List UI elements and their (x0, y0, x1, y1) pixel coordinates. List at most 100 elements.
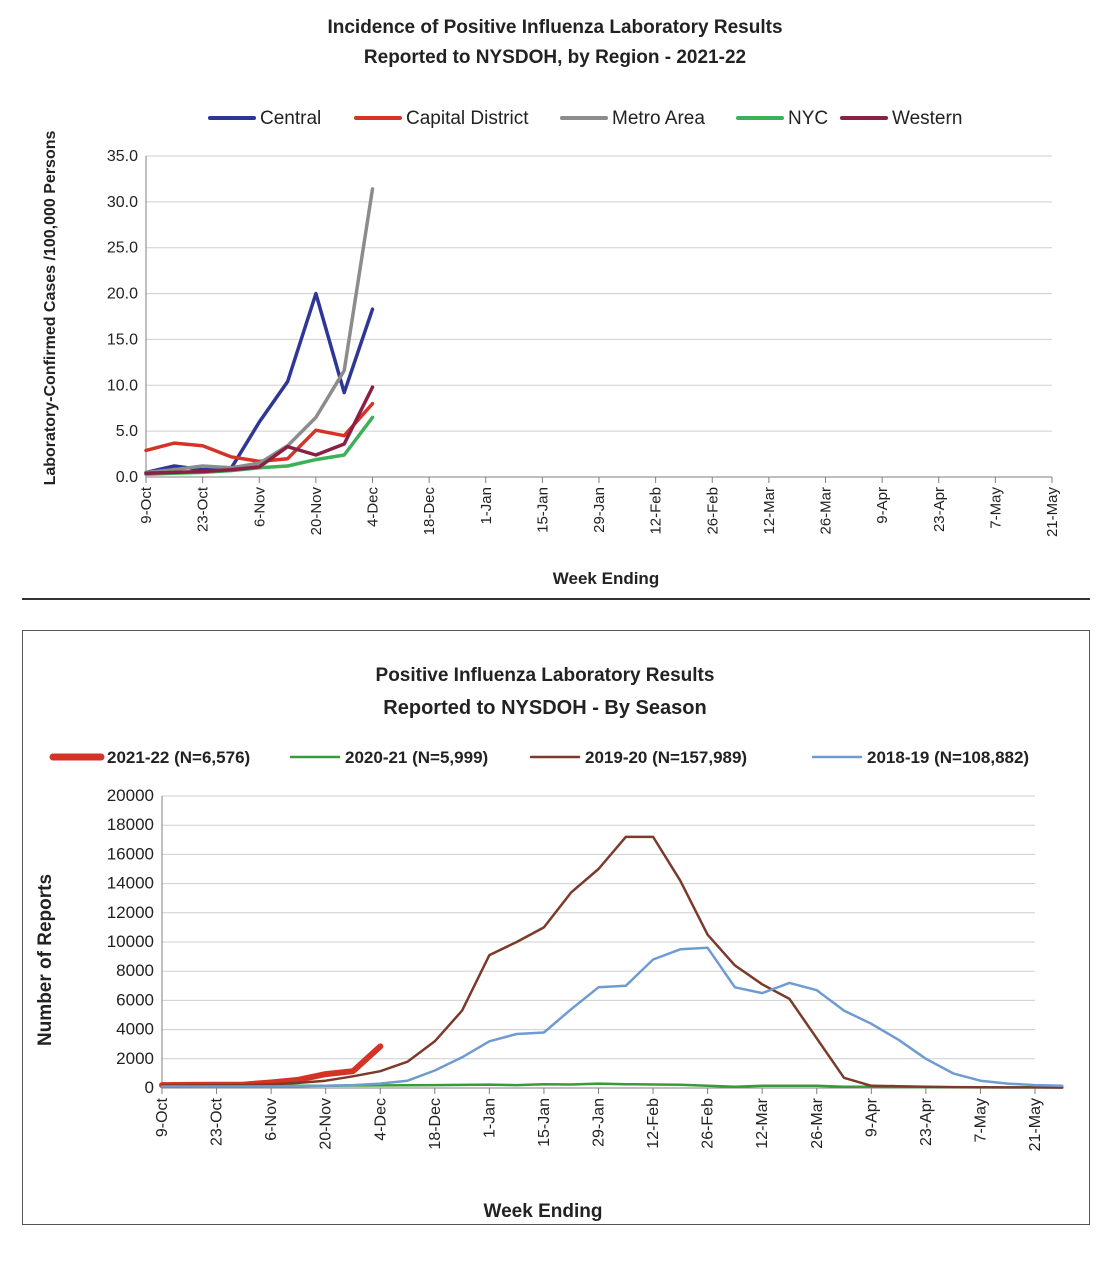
legend-item-western: Western (840, 108, 962, 129)
chart2-subtitle: Reported to NYSDOH - By Season (383, 697, 706, 719)
x-tick-label: 26-Mar (809, 1097, 826, 1148)
y-tick-label: 14000 (107, 874, 154, 893)
x-tick-label: 26-Mar (818, 487, 835, 535)
y-tick-label: 4000 (116, 1020, 154, 1039)
x-tick-label: 23-Oct (195, 486, 212, 532)
legend-label: 2021-22 (N=6,576) (107, 748, 250, 767)
y-tick-label: 0.0 (116, 469, 138, 486)
y-tick-label: 20.0 (107, 286, 138, 303)
legend-item-2018-19-n-108-882: 2018-19 (N=108,882) (811, 748, 1029, 767)
legend-item-2021-22-n-6-576: 2021-22 (N=6,576) (49, 748, 250, 767)
series-line-capital-district (144, 401, 375, 464)
y-tick-label: 10.0 (107, 377, 138, 394)
x-tick-label: 7-May (972, 1098, 989, 1142)
x-tick-label: 20-Nov (308, 487, 325, 536)
x-tick-label: 23-Apr (918, 1097, 935, 1146)
x-tick-label: 7-May (987, 487, 1004, 529)
legend-label: 2019-20 (N=157,989) (585, 748, 747, 767)
x-tick-label: 29-Jan (591, 487, 608, 533)
x-tick-label: 20-Nov (318, 1098, 335, 1150)
chart2-gridlines (162, 795, 1035, 1060)
chart1-subtitle: Reported to NYSDOH, by Region - 2021-22 (364, 47, 746, 68)
y-tick-label: 10000 (107, 932, 154, 951)
x-tick-label: 9-Apr (874, 487, 891, 524)
series-line-2019-20-n-157-989 (160, 835, 1064, 1089)
chart1-series (144, 187, 375, 476)
series-line-metro-area (144, 187, 375, 475)
chart2-y-axis-label: Number of Reports (35, 874, 56, 1046)
chart2-legend: 2021-22 (N=6,576) 2020-21 (N=5,999) 2019-2… (49, 748, 1029, 767)
legend-label: 2020-21 (N=5,999) (345, 748, 488, 767)
x-tick-label: 15-Jan (534, 487, 551, 533)
chart2-y-ticks: 0 2000 4000 6000 8000 10000 12000 14000 16000 180… (107, 786, 154, 1097)
y-tick-label: 18000 (107, 815, 154, 834)
x-tick-label: 12-Feb (648, 487, 665, 535)
x-tick-label: 29-Jan (591, 1098, 608, 1147)
x-tick-label: 21-May (1044, 487, 1061, 538)
chart2-title: Positive Influenza Laboratory Results (376, 665, 715, 686)
legend-label: Western (892, 108, 962, 129)
x-tick-label: 1-Jan (481, 1098, 498, 1138)
y-tick-label: 20000 (107, 786, 154, 805)
x-tick-label: 23-Oct (209, 1097, 226, 1146)
x-tick-label: 1-Jan (478, 487, 495, 525)
x-tick-label: 12-Mar (754, 1097, 771, 1148)
chart2-x-ticks: 9-Oct 23-Oct 6-Nov 20-Nov 4-Dec 18-Dec 1-Jan 15… (154, 1097, 1044, 1151)
series-line-2021-22-n-6-576 (159, 1043, 384, 1089)
chart-season-comparison: 0 2000 4000 6000 8000 10000 12000 14000 16000 180… (22, 630, 1090, 1225)
x-tick-label: 4-Dec (372, 1098, 389, 1141)
x-tick-label: 4-Dec (365, 487, 382, 528)
chart2-svg: 0 2000 4000 6000 8000 10000 12000 14000 16000 180… (35, 665, 1064, 1222)
chart1-y-ticks: 0.0 5.0 10.0 15.0 20.0 25.0 30.0 35.0 (107, 148, 138, 486)
x-tick-label: 18-Dec (427, 1098, 444, 1150)
y-tick-label: 6000 (116, 990, 154, 1009)
x-tick-label: 9-Oct (138, 486, 155, 524)
x-tick-label: 12-Feb (645, 1098, 662, 1149)
chart1-svg: 0.0 5.0 10.0 15.0 20.0 25.0 30.0 35.0 9-Oct 23-O… (42, 17, 1061, 588)
chart-regional-incidence: 0.0 5.0 10.0 15.0 20.0 25.0 30.0 35.0 9-Oct 23-O… (0, 0, 1116, 600)
y-tick-label: 2000 (116, 1049, 154, 1068)
chart1-axes (145, 156, 1053, 483)
x-tick-label: 26-Feb (700, 1098, 717, 1149)
x-tick-label: 6-Nov (263, 1098, 280, 1141)
legend-label: NYC (788, 108, 828, 129)
x-tick-label: 18-Dec (421, 487, 438, 536)
x-tick-label: 6-Nov (251, 487, 268, 528)
y-tick-label: 30.0 (107, 194, 138, 211)
legend-item-2019-20-n-157-989: 2019-20 (N=157,989) (529, 748, 747, 767)
y-tick-label: 0 (145, 1078, 154, 1097)
x-tick-label: 21-May (1027, 1098, 1044, 1151)
legend-label: Metro Area (612, 108, 705, 129)
x-tick-label: 9-Oct (154, 1097, 171, 1137)
x-tick-label: 12-Mar (761, 487, 778, 535)
y-tick-label: 25.0 (107, 240, 138, 257)
legend-label: Capital District (406, 108, 529, 129)
chart2-axes (161, 796, 1036, 1094)
y-tick-label: 35.0 (107, 148, 138, 165)
legend-label: 2018-19 (N=108,882) (867, 748, 1029, 767)
y-tick-label: 8000 (116, 961, 154, 980)
y-tick-label: 12000 (107, 903, 154, 922)
legend-item-2020-21-n-5-999: 2020-21 (N=5,999) (289, 748, 488, 767)
legend-item-metro-area: Metro Area (560, 108, 705, 129)
y-tick-label: 5.0 (116, 423, 138, 440)
chart1-title: Incidence of Positive Influenza Laborato… (327, 17, 782, 38)
legend-label: Central (260, 108, 321, 129)
y-tick-label: 16000 (107, 844, 154, 863)
chart1-gridlines (146, 155, 1052, 432)
series-line-2018-19-n-108-882 (160, 946, 1064, 1088)
legend-item-capital-district: Capital District (354, 108, 529, 129)
x-tick-label: 15-Jan (536, 1098, 553, 1147)
chart1-legend: Central Capital District Metro Area NYC West… (208, 108, 962, 129)
chart2-series (159, 835, 1064, 1089)
chart1-x-axis-label: Week Ending (553, 569, 659, 588)
x-tick-label: 26-Feb (704, 487, 721, 535)
chart2-x-axis-label: Week Ending (484, 1201, 603, 1222)
chart1-x-ticks: 9-Oct 23-Oct 6-Nov 20-Nov 4-Dec 18-Dec 1-Jan 15… (138, 486, 1061, 537)
legend-item-nyc: NYC (736, 108, 828, 129)
panel-divider (22, 598, 1090, 600)
x-tick-label: 9-Apr (863, 1097, 880, 1137)
series-line-western (144, 385, 375, 476)
y-tick-label: 15.0 (107, 331, 138, 348)
x-tick-label: 23-Apr (931, 487, 948, 532)
